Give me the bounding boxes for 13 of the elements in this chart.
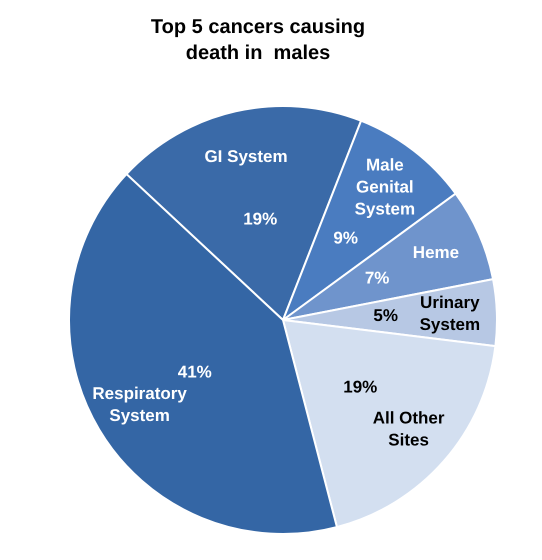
slice-label: Male Genital System: [354, 155, 416, 218]
slice-label: Urinary System: [420, 292, 480, 334]
data-label: 19%: [243, 210, 278, 229]
slice-label: GI System: [204, 146, 288, 166]
data-label: 19%: [343, 377, 378, 396]
data-label: 9%: [333, 228, 358, 248]
chart-title: Top 5 cancers causing death in males: [150, 15, 366, 66]
data-label: 7%: [364, 268, 390, 288]
slice-label: Respiratory System: [92, 384, 188, 426]
data-label: 41%: [178, 362, 212, 382]
slice-label: All Other Sites: [372, 408, 445, 450]
slice-label: Heme: [412, 242, 460, 262]
data-label: 5%: [373, 306, 398, 326]
